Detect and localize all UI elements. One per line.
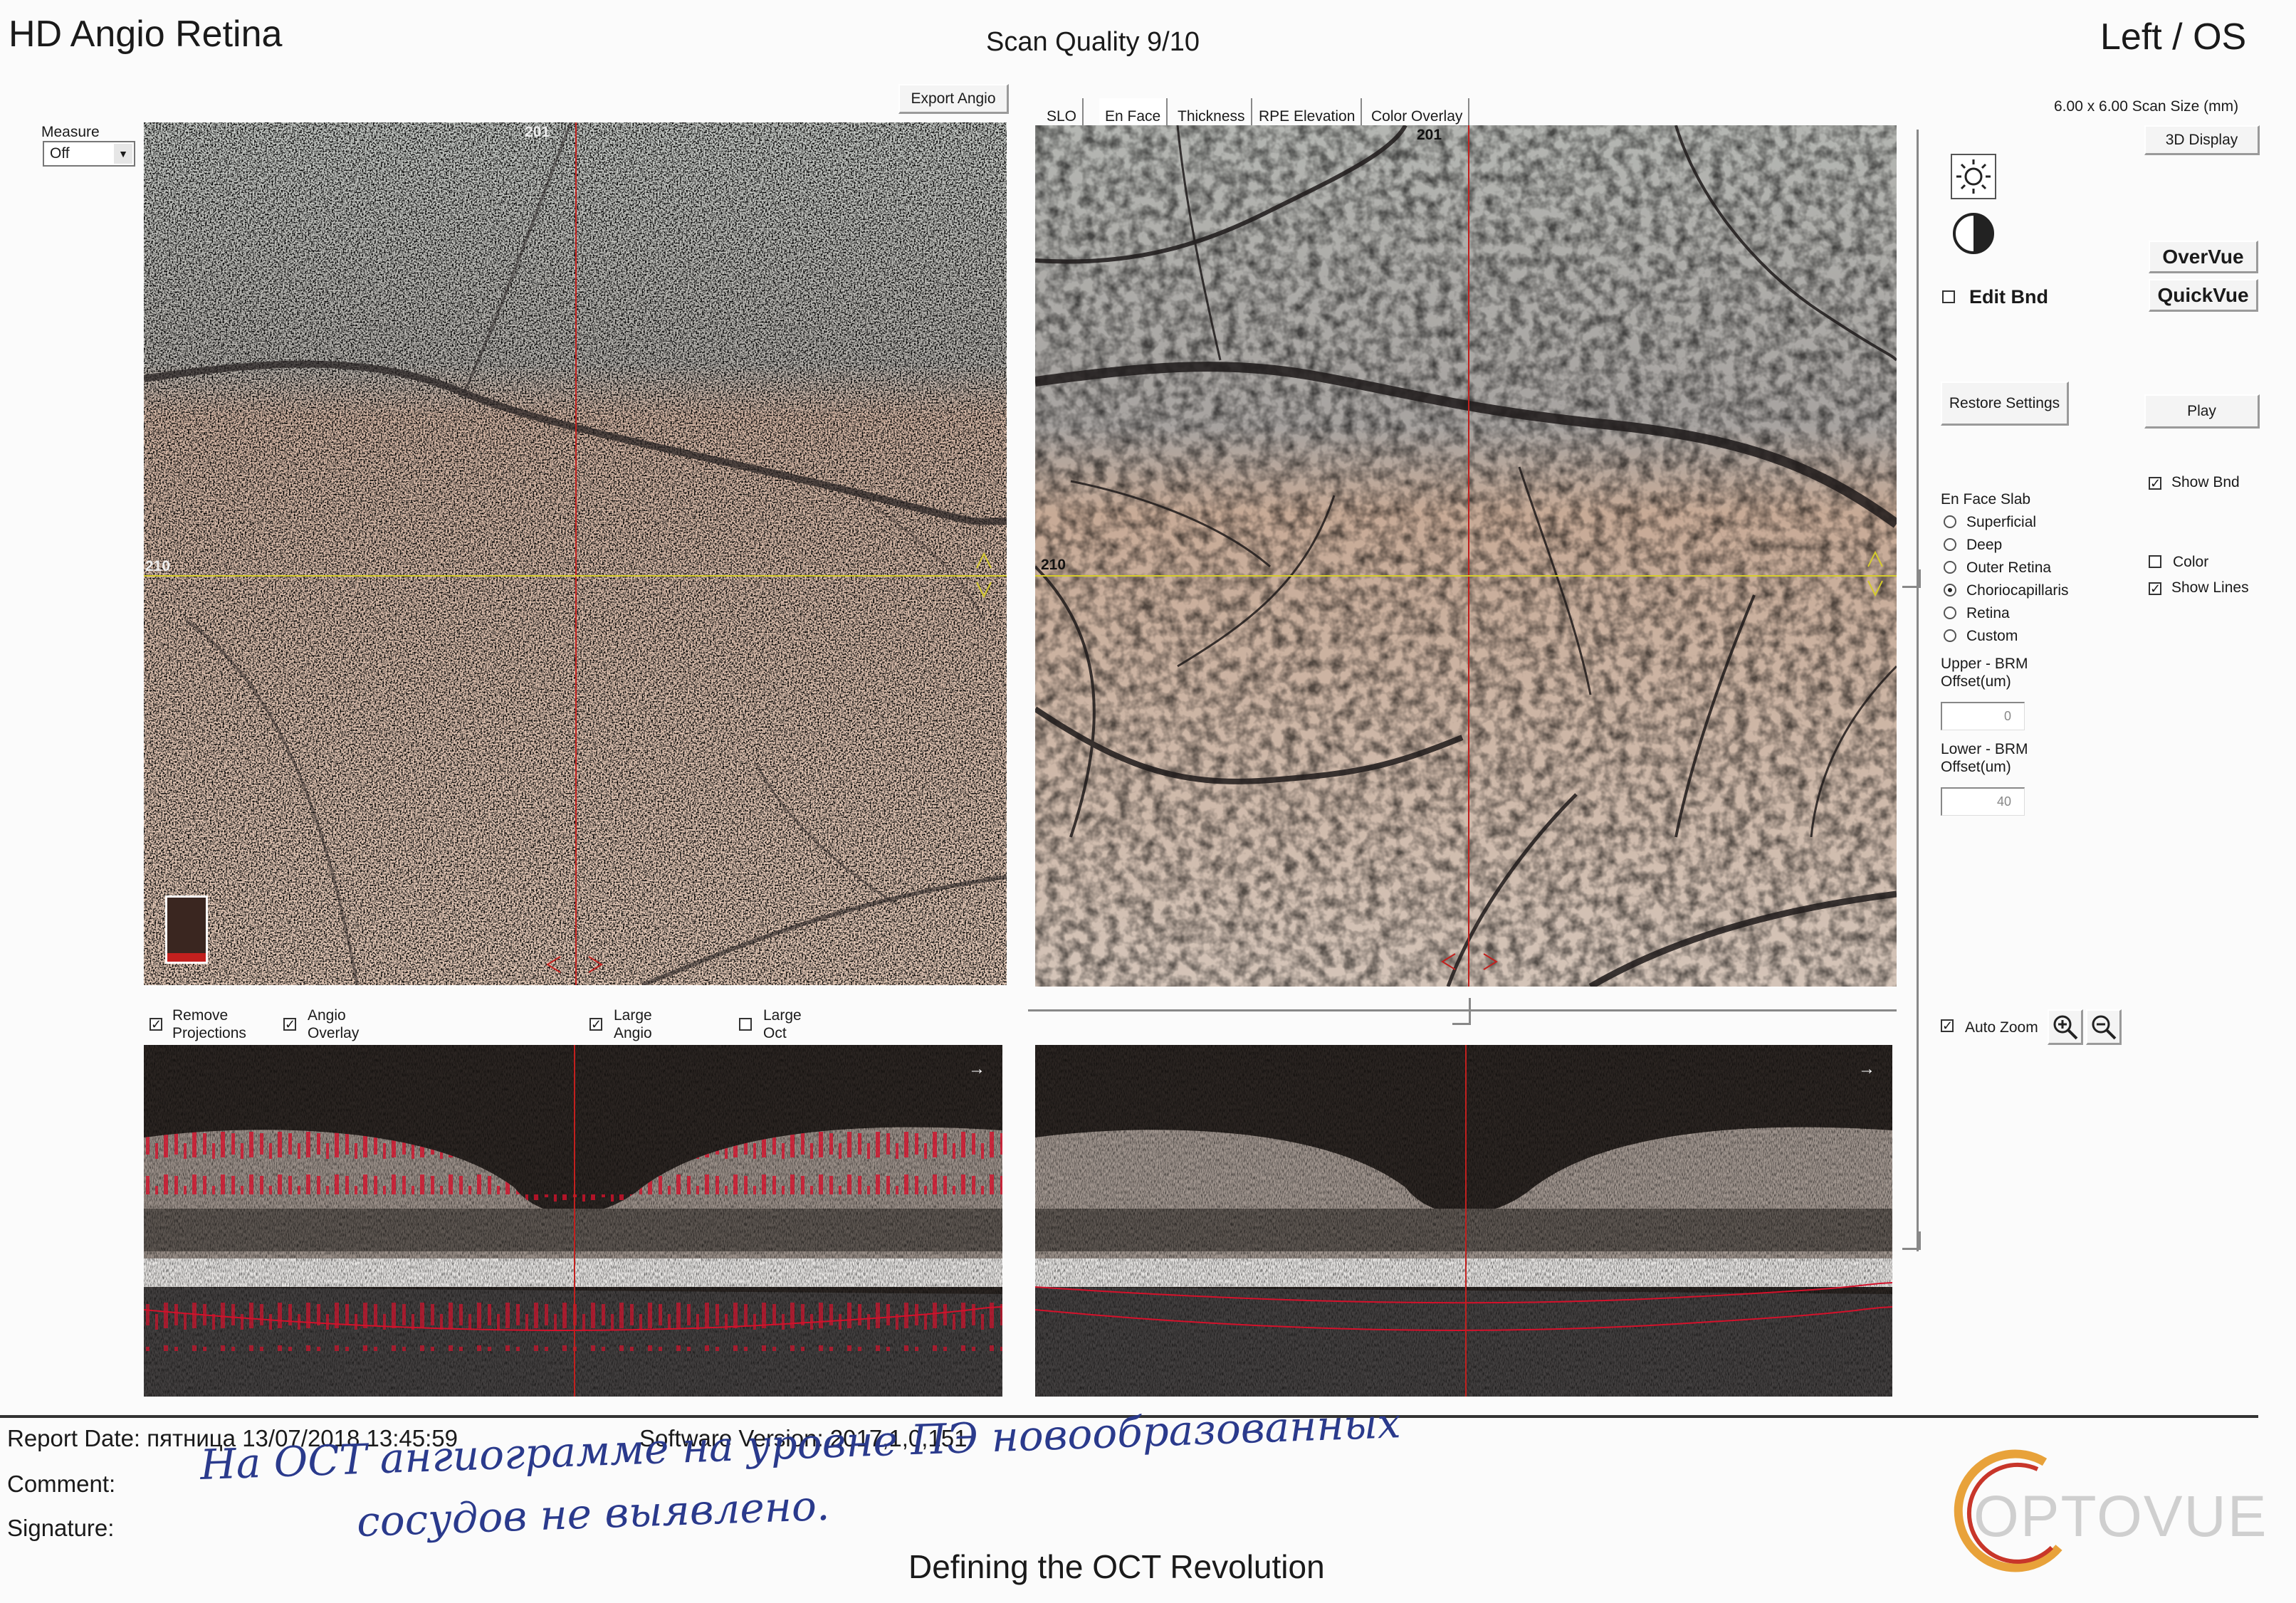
slab-custom-label: Custom: [1966, 628, 2018, 644]
play-button[interactable]: Play: [2144, 394, 2260, 429]
splitter-handle[interactable]: [1452, 998, 1471, 1025]
angio-overlay-label: Angio Overlay: [308, 1007, 360, 1041]
updown-arrows-icon[interactable]: [975, 547, 992, 604]
report-date: Report Date: пятница 13/07/2018 13:45:59: [7, 1425, 458, 1451]
slab-retina-radio[interactable]: [1944, 606, 1956, 619]
slab-superficial-label: Superficial: [1966, 514, 2037, 530]
color-checkbox[interactable]: [2149, 555, 2161, 568]
slice-top-label: 201: [525, 124, 550, 140]
show-lines-checkbox[interactable]: ✓: [2149, 582, 2161, 596]
angio-bscan-image[interactable]: →: [144, 1045, 1002, 1397]
enface-oct-image[interactable]: 201 210: [1035, 125, 1897, 987]
3d-display-button[interactable]: 3D Display: [2144, 125, 2260, 155]
oct-bscan-image[interactable]: →: [1035, 1045, 1892, 1397]
tab-color-overlay[interactable]: Color Overlay: [1365, 98, 1470, 125]
slab-outer-retina-radio[interactable]: [1944, 561, 1956, 574]
depth-slider-track[interactable]: [1917, 130, 1919, 1251]
measure-label: Measure: [41, 124, 100, 140]
angio-enface-image[interactable]: 201 210: [144, 122, 1007, 985]
tab-rpe-elevation[interactable]: RPE Elevation: [1253, 98, 1363, 125]
logo-text: OPTOVUE: [1973, 1484, 2268, 1549]
tab-thickness[interactable]: Thickness: [1172, 98, 1252, 125]
leftright-arrows-icon[interactable]: [539, 954, 610, 975]
depth-slider-handle[interactable]: [1902, 569, 1921, 588]
scan-quality: Scan Quality 9/10: [986, 27, 1200, 57]
brightness-icon[interactable]: [1951, 154, 1996, 199]
arrow-right-icon: →: [1858, 1059, 1875, 1078]
oct-bscan-graphic: [1035, 1045, 1892, 1397]
export-angio-button[interactable]: Export Angio: [898, 84, 1009, 114]
edit-bnd-label: Edit Bnd: [1969, 286, 2048, 308]
color-scale-swatch: [165, 895, 208, 964]
auto-zoom-label: Auto Zoom: [1965, 1019, 2038, 1036]
comment-label: Comment:: [7, 1471, 116, 1497]
restore-settings-button[interactable]: Restore Settings: [1941, 382, 2069, 426]
large-oct-checkbox[interactable]: [739, 1018, 752, 1031]
color-label: Color: [2173, 554, 2209, 570]
lower-offset-field[interactable]: 40: [1941, 787, 2025, 816]
quickvue-button[interactable]: QuickVue: [2149, 279, 2258, 312]
large-angio-checkbox[interactable]: ✓: [589, 1017, 602, 1031]
zoom-in-icon[interactable]: [2048, 1009, 2083, 1045]
eye-label: Left / OS: [2100, 16, 2247, 58]
software-version: Software Version: 2017,1,0,151: [639, 1425, 968, 1451]
slab-superficial-radio[interactable]: [1944, 515, 1956, 528]
slice-side-label: 210: [1041, 557, 1066, 573]
slab-choriocapillaris-label: Choriocapillaris: [1966, 582, 2069, 599]
slab-custom-radio[interactable]: [1944, 629, 1956, 642]
depth-slider-handle-lower[interactable]: [1902, 1231, 1921, 1250]
tab-en-face[interactable]: En Face: [1099, 98, 1168, 125]
bscan-slice-line[interactable]: [574, 1045, 575, 1397]
large-oct-label: Large Oct: [763, 1007, 802, 1041]
tagline: Defining the OCT Revolution: [908, 1548, 1325, 1585]
remove-projections-checkbox[interactable]: ✓: [150, 1017, 162, 1031]
show-lines-label: Show Lines: [2171, 579, 2249, 596]
slab-choriocapillaris-radio[interactable]: [1944, 584, 1956, 596]
leftright-arrows-icon[interactable]: [1434, 951, 1505, 972]
tab-slo[interactable]: SLO: [1041, 98, 1084, 125]
lower-offset-label: Lower - BRM Offset(um): [1941, 741, 2028, 775]
app-title: HD Angio Retina: [9, 14, 283, 55]
zoom-out-icon[interactable]: [2086, 1009, 2122, 1045]
upper-offset-label: Upper - BRM Offset(um): [1941, 656, 2028, 690]
measure-value: Off: [50, 145, 70, 162]
handwritten-comment-line1: На ОСТ ангиограмме на уровне ПЭ новообра…: [199, 1399, 1402, 1489]
scan-size-label: 6.00 x 6.00 Scan Size (mm): [2054, 98, 2239, 115]
slab-retina-label: Retina: [1966, 605, 2010, 621]
slab-outer-retina-label: Outer Retina: [1966, 559, 2052, 576]
angio-overlay-checkbox[interactable]: ✓: [283, 1017, 296, 1031]
updown-arrows-icon[interactable]: [1867, 545, 1884, 602]
contrast-icon[interactable]: [1951, 211, 1996, 256]
vertical-slice-line[interactable]: [575, 122, 577, 985]
slab-deep-radio[interactable]: [1944, 538, 1956, 551]
slice-top-label: 201: [1417, 127, 1442, 143]
horizontal-slice-line[interactable]: [1035, 575, 1897, 577]
remove-projections-label: Remove Projections: [172, 1007, 246, 1041]
bscan-slice-line[interactable]: [1465, 1045, 1467, 1397]
measure-select[interactable]: Off ▼: [43, 141, 135, 167]
signature-label: Signature:: [7, 1515, 115, 1541]
footer-divider: [0, 1415, 2258, 1418]
auto-zoom-checkbox[interactable]: ✓: [1941, 1019, 1954, 1033]
en-face-slab-label: En Face Slab: [1941, 491, 2031, 508]
overvue-button[interactable]: OverVue: [2149, 241, 2258, 273]
enface-oct-graphic: [1035, 125, 1897, 987]
arrow-right-icon: →: [968, 1059, 985, 1078]
show-bnd-label: Show Bnd: [2171, 474, 2240, 490]
edit-bnd-checkbox[interactable]: [1942, 290, 1955, 303]
horizontal-slice-line[interactable]: [144, 575, 1007, 577]
upper-offset-field[interactable]: 0: [1941, 702, 2025, 730]
show-bnd-checkbox[interactable]: ✓: [2149, 476, 2161, 490]
slice-side-label: 210: [145, 558, 171, 574]
chevron-down-icon[interactable]: ▼: [114, 144, 132, 164]
angio-bscan-graphic: [144, 1045, 1002, 1397]
handwritten-comment-line2: сосудов не выявлено.: [356, 1481, 831, 1546]
splitter-bar[interactable]: [1028, 1009, 1897, 1011]
vertical-slice-line[interactable]: [1468, 125, 1469, 987]
large-angio-label: Large Angio: [614, 1007, 652, 1041]
slab-deep-label: Deep: [1966, 537, 2003, 553]
optovue-logo: OPTOVUE: [1938, 1441, 2268, 1583]
